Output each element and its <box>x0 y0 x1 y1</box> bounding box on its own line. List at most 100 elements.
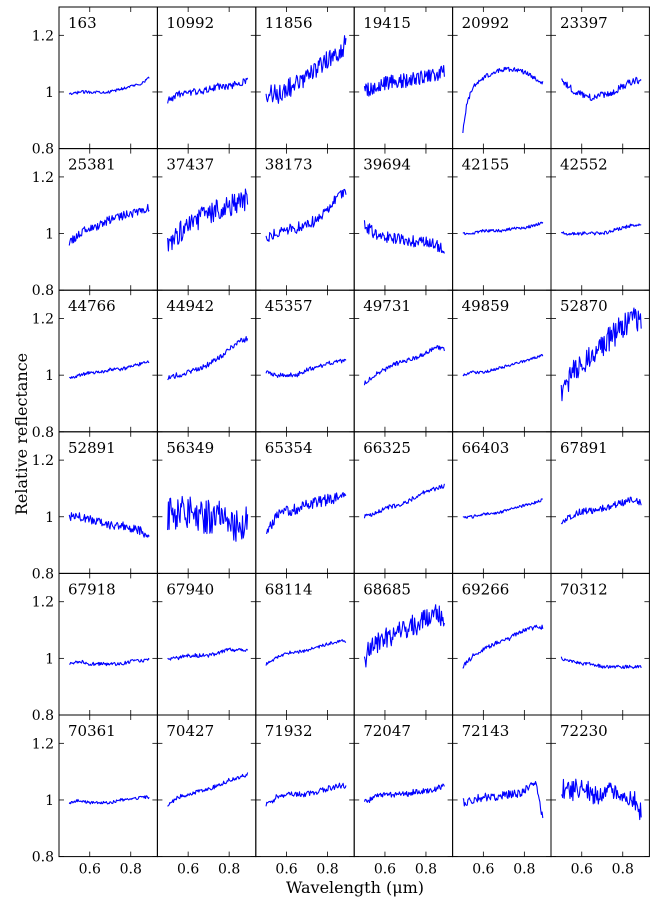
spectrum-line-49859 <box>462 353 544 377</box>
spectrum-line-44942 <box>167 336 249 381</box>
spectrum-line-65354 <box>266 492 347 534</box>
panel-38173: 38173 <box>255 148 355 291</box>
panel-42552: 42552 <box>550 148 650 291</box>
panel-id-label: 23397 <box>560 14 608 32</box>
panel-67940: 67940 <box>156 572 257 716</box>
x-tick-label: 0.8 <box>120 862 142 878</box>
panel-id-label: 65354 <box>265 439 313 457</box>
panel-id-label: 68114 <box>265 580 313 598</box>
panel-id-label: 42155 <box>462 156 510 174</box>
panel-id-label: 67891 <box>560 439 608 457</box>
panel-67918: 67918 <box>58 572 158 716</box>
panel-70361: 70361 <box>58 714 158 858</box>
panel-20992: 20992 <box>452 6 552 150</box>
panel-49859: 49859 <box>452 289 552 433</box>
y-tick-label: 0.8 <box>32 850 54 866</box>
spectrum-line-19415 <box>363 64 445 97</box>
y-tick-label: 0.8 <box>32 566 54 582</box>
spectrum-line-163 <box>68 76 150 96</box>
x-tick-label: 0.6 <box>177 862 199 878</box>
panel-37437: 37437 <box>156 148 257 291</box>
panel-10992: 10992 <box>156 6 257 150</box>
panel-52870: 52870 <box>550 289 650 433</box>
panel-65354: 65354 <box>255 431 355 574</box>
panel-66403: 66403 <box>452 431 552 574</box>
panel-25381: 25381 <box>58 148 158 291</box>
panel-19415: 19415 <box>353 6 454 150</box>
spectrum-line-66325 <box>363 483 445 519</box>
spectrum-line-72143 <box>462 780 544 819</box>
spectrum-line-49731 <box>363 345 445 386</box>
panel-id-label: 49859 <box>462 297 510 315</box>
panel-39694: 39694 <box>353 148 454 291</box>
x-tick-label: 0.8 <box>316 862 338 878</box>
spectrum-line-23397 <box>561 76 642 101</box>
panel-id-label: 39694 <box>363 156 411 174</box>
panel-id-label: 44766 <box>68 297 116 315</box>
panel-id-label: 25381 <box>68 156 116 174</box>
spectrum-line-67940 <box>167 647 249 661</box>
y-tick-label: 1.2 <box>32 453 54 469</box>
spectrum-line-70427 <box>167 772 249 807</box>
spectrum-line-42552 <box>560 223 642 236</box>
panel-grid: 163 10992 11856 19415 20992 23397 25381 37437 38… <box>32 6 650 878</box>
spectrum-line-68114 <box>265 639 347 666</box>
panel-id-label: 44942 <box>166 297 214 315</box>
panel-68685: 68685 <box>353 572 454 716</box>
panel-id-label: 69266 <box>462 580 510 598</box>
x-tick-label: 0.6 <box>79 862 101 878</box>
panel-id-label: 52891 <box>68 439 116 457</box>
spectrum-line-67918 <box>69 657 150 667</box>
x-tick-label: 0.6 <box>571 862 593 878</box>
panel-71932: 71932 <box>255 714 355 858</box>
x-tick-label: 0.8 <box>612 862 634 878</box>
panel-id-label: 72047 <box>363 722 411 740</box>
spectrum-line-11856 <box>265 35 347 104</box>
panel-42155: 42155 <box>452 148 552 291</box>
spectrum-line-38173 <box>265 188 347 242</box>
x-tick-label: 0.6 <box>374 862 396 878</box>
y-tick-label: 1.2 <box>32 736 54 752</box>
panel-52891: 52891 <box>58 431 158 574</box>
spectrum-line-70361 <box>68 795 150 805</box>
y-tick-label: 1 <box>45 85 54 101</box>
x-tick-label: 0.8 <box>513 862 535 878</box>
spectrum-line-72047 <box>363 783 445 804</box>
spectrum-line-10992 <box>167 77 249 104</box>
panel-44766: 44766 <box>58 289 158 433</box>
panel-68114: 68114 <box>255 572 355 716</box>
x-axis-title: Wavelength (μm) <box>286 878 424 897</box>
panel-72143: 72143 <box>452 714 552 858</box>
x-tick-label: 0.6 <box>472 862 494 878</box>
panel-id-label: 37437 <box>166 156 214 174</box>
spectrum-line-45357 <box>265 358 347 378</box>
spectrum-line-70312 <box>560 656 642 669</box>
y-tick-label: 1.2 <box>32 170 54 186</box>
x-tick-label: 0.8 <box>415 862 437 878</box>
panel-id-label: 42552 <box>560 156 608 174</box>
y-tick-label: 0.8 <box>32 708 54 724</box>
x-tick-label: 0.6 <box>275 862 297 878</box>
spectrum-line-25381 <box>68 203 150 246</box>
panel-70312: 70312 <box>550 572 650 716</box>
y-tick-label: 1 <box>45 510 54 526</box>
y-tick-label: 1 <box>45 651 54 667</box>
panel-id-label: 20992 <box>462 14 510 32</box>
panel-id-label: 52870 <box>560 297 608 315</box>
panel-id-label: 70427 <box>166 722 214 740</box>
panel-72230: 72230 <box>550 714 650 858</box>
x-tick-label: 0.8 <box>218 862 240 878</box>
y-tick-label: 0.8 <box>32 142 54 158</box>
panel-id-label: 67918 <box>68 580 116 598</box>
spectrum-line-52870 <box>560 307 642 402</box>
y-tick-label: 1.2 <box>32 28 54 44</box>
panel-66325: 66325 <box>353 431 454 574</box>
panel-id-label: 72230 <box>560 722 608 740</box>
panel-id-label: 71932 <box>265 722 313 740</box>
panel-72047: 72047 <box>353 714 454 858</box>
panel-id-label: 56349 <box>166 439 214 457</box>
spectrum-line-67891 <box>560 496 642 525</box>
spectrum-line-56349 <box>167 495 249 542</box>
spectrum-line-44766 <box>69 360 150 379</box>
